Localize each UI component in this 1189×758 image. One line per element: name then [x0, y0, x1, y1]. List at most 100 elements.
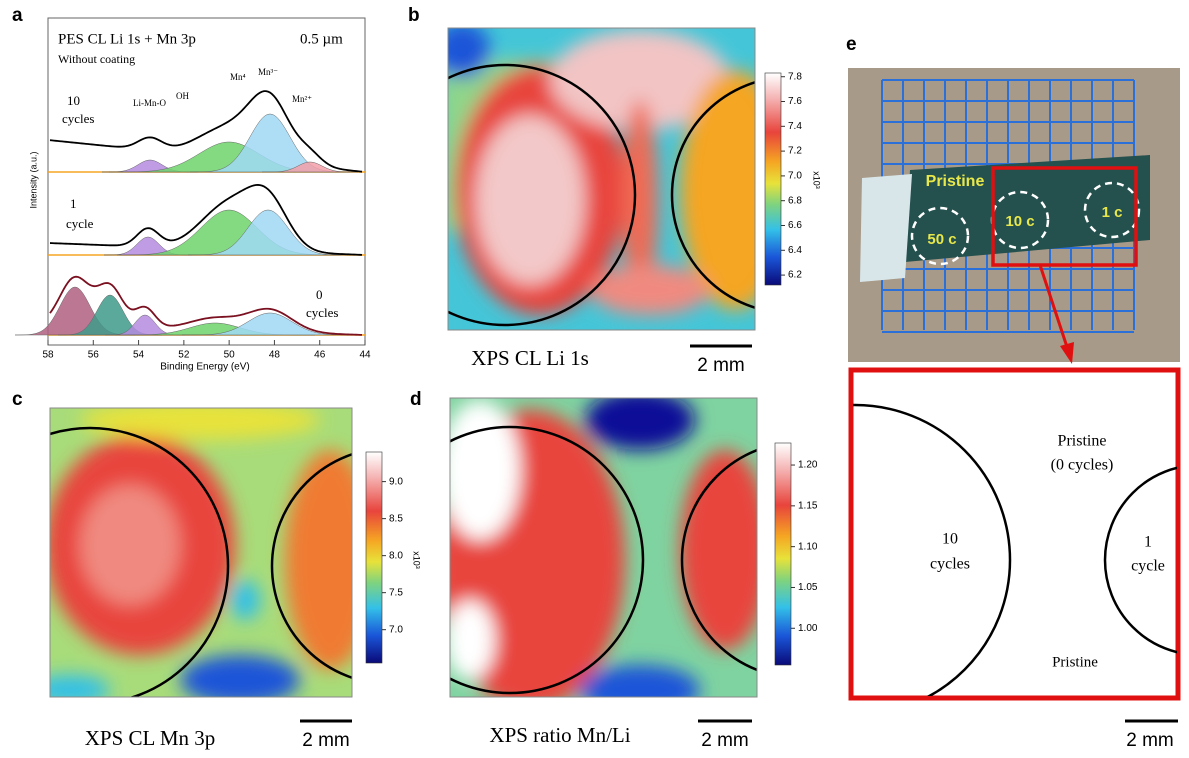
spot-label: 50 c — [927, 231, 956, 248]
ellipse-shape — [590, 265, 710, 315]
plot-title: PES CL Li 1s + Mn 3p — [58, 31, 196, 47]
plot-frame — [47, 17, 366, 346]
envelope — [49, 184, 363, 256]
multiplier: x10³ — [412, 551, 422, 569]
colorbar-scale — [774, 442, 792, 666]
colorbar: 7.8 7.6 7.4 7.2 7.0 6.8 6.6 6.4 6.2 — [764, 71, 802, 286]
ellipse-shape — [475, 115, 585, 285]
depth: 0.5 µm — [300, 31, 343, 47]
spectrum-label: 1 — [70, 196, 77, 211]
uncoated — [860, 174, 912, 282]
ellipse-shape — [80, 408, 320, 440]
peak-label: Li-Mn-O — [133, 98, 166, 108]
spectrum-label: cycles — [62, 111, 94, 126]
panel-label: d — [410, 389, 422, 410]
x-tick-label: 52 — [178, 350, 190, 361]
circle-shape — [853, 403, 1012, 696]
zoom-circles — [853, 403, 1177, 696]
ellipse-shape — [450, 400, 520, 540]
component — [181, 312, 359, 336]
panel-label: b — [408, 5, 420, 26]
scale-label: 2 mm — [302, 730, 350, 751]
caption: XPS ratio Mn/Li — [489, 723, 630, 747]
scale-label: 2 mm — [1126, 730, 1174, 751]
ellipse-shape — [450, 600, 495, 680]
colorbar-tick-label: 8.0 — [389, 550, 403, 561]
x-axis-label: Binding Energy (eV) — [160, 362, 250, 373]
circle-shape — [270, 452, 352, 680]
circle-shape — [910, 206, 970, 266]
ellipse-shape — [180, 655, 300, 697]
colorbar-tick-label: 1.15 — [798, 500, 818, 511]
x-tick-label: 56 — [88, 350, 100, 361]
circle-shape — [450, 425, 645, 695]
heatmap — [50, 408, 352, 697]
colorbar-tick-label: 7.8 — [788, 71, 802, 82]
colorbar-tick-label: 6.8 — [788, 195, 802, 206]
x-tick-label: 48 — [269, 350, 281, 361]
ellipse-shape — [580, 665, 700, 697]
map-panel: XPS ratio Mn/Li 2 mm 1.20 1.15 1.10 1.05 1.0… — [449, 397, 818, 751]
spectrum-label: 0 — [316, 287, 323, 302]
spectrum-label: cycles — [306, 305, 338, 320]
spectrum-label: 10 — [67, 93, 80, 108]
circle-shape — [1103, 466, 1177, 654]
x-tick-label: 58 — [42, 350, 54, 361]
circle-shape — [1083, 181, 1141, 239]
ellipse-shape — [448, 28, 490, 78]
spot-label: 1 c — [1102, 204, 1123, 221]
caption: XPS CL Mn 3p — [85, 726, 216, 750]
zoom-label: (0 cycles) — [1051, 457, 1114, 474]
x-tick-label: 54 — [133, 350, 145, 361]
colorbar-tick-label: 7.4 — [788, 121, 802, 132]
panel-label: a — [12, 5, 23, 26]
zoom-label: 10 — [942, 531, 958, 548]
scale-label: 2 mm — [701, 730, 749, 751]
g-shape — [50, 408, 352, 697]
colorbar-tick-label: 8.5 — [389, 513, 403, 524]
envelope — [49, 275, 363, 336]
arrow — [1038, 264, 1070, 351]
colorbar-tick-label: 7.6 — [788, 96, 802, 107]
component — [187, 209, 349, 256]
colorbar: 1.20 1.15 1.10 1.05 1.00 — [774, 442, 818, 666]
map-panel: XPS CL Li 1s 2 mm 7.8 7.6 7.4 7.2 7.0 6.8 6.6 6… — [447, 27, 822, 376]
zoom-label: Pristine — [1058, 433, 1107, 450]
heatmap — [448, 28, 755, 330]
component — [261, 161, 359, 173]
ellipse-shape — [230, 580, 260, 620]
colorbar-tick-label: 6.6 — [788, 220, 802, 231]
envelope — [49, 90, 363, 173]
peak-label: Mn⁴ — [230, 72, 246, 82]
electrode — [905, 155, 1150, 262]
colorbar-scale — [365, 451, 383, 664]
colorbar-tick-label: 6.4 — [788, 245, 802, 256]
colorbar-tick-label: 1.00 — [798, 623, 818, 634]
colorbar-tick-label: 1.20 — [798, 460, 818, 471]
g-shape — [448, 28, 755, 315]
scale-label: 2 mm — [697, 355, 745, 376]
x-tick-label: 46 — [314, 350, 326, 361]
frame — [449, 397, 758, 698]
colorbar-tick-label: 9.0 — [389, 476, 403, 487]
ellipse-shape — [622, 100, 658, 300]
spectra — [14, 90, 365, 336]
colorbar-scale — [764, 72, 782, 286]
photo-title: Pristine — [926, 173, 985, 190]
subtitle: Without coating — [58, 52, 135, 66]
spot-label: 10 c — [1005, 213, 1034, 230]
map-panel: XPS CL Mn 3p 2 mm 9.0 8.5 8.0 7.5 7.0 x10³ — [49, 407, 422, 751]
ellipse-shape — [550, 30, 730, 130]
colorbar-tick-label: 7.0 — [788, 171, 802, 182]
x-tick-label: 50 — [224, 350, 236, 361]
x-tick-label: 44 — [359, 350, 371, 361]
multiplier: x10³ — [812, 171, 822, 189]
colorbar-tick-label: 1.10 — [798, 541, 818, 552]
ellipse-shape — [80, 485, 180, 605]
ellipse-shape — [50, 675, 110, 697]
caption: XPS CL Li 1s — [471, 346, 589, 370]
colorbar-tick-label: 6.2 — [788, 270, 802, 281]
y-axis-label: Intensity (a.u.) — [28, 151, 38, 208]
heatmap — [450, 398, 757, 697]
peak-label: Mn³⁻ — [258, 67, 278, 77]
